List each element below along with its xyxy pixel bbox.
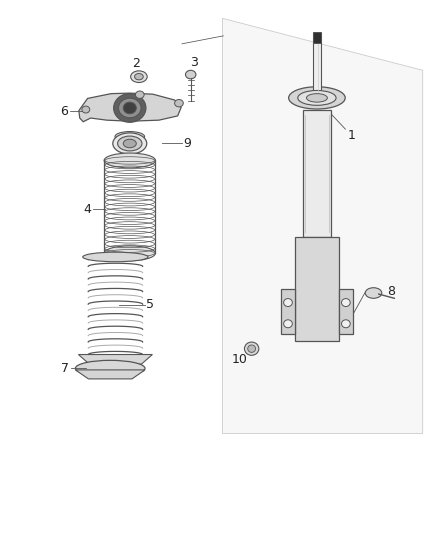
Text: 7: 7 xyxy=(61,362,69,375)
Ellipse shape xyxy=(118,98,141,118)
Ellipse shape xyxy=(134,74,143,80)
Text: 9: 9 xyxy=(183,137,191,150)
Ellipse shape xyxy=(123,139,136,148)
Ellipse shape xyxy=(123,102,136,114)
Text: 8: 8 xyxy=(387,286,395,298)
Ellipse shape xyxy=(342,320,350,328)
Ellipse shape xyxy=(114,94,146,122)
Text: 2: 2 xyxy=(132,58,140,70)
Ellipse shape xyxy=(83,252,148,262)
Text: 1: 1 xyxy=(348,128,356,141)
Ellipse shape xyxy=(131,71,147,83)
Ellipse shape xyxy=(284,320,292,328)
Polygon shape xyxy=(75,370,145,379)
Text: 5: 5 xyxy=(146,298,154,311)
Text: 4: 4 xyxy=(83,203,91,216)
Ellipse shape xyxy=(104,246,155,261)
Bar xyxy=(303,110,331,237)
Polygon shape xyxy=(78,354,152,364)
Bar xyxy=(313,33,321,97)
Ellipse shape xyxy=(248,345,255,352)
Text: 6: 6 xyxy=(60,104,68,118)
Ellipse shape xyxy=(82,106,90,113)
Bar xyxy=(281,289,295,334)
Ellipse shape xyxy=(284,298,292,306)
Ellipse shape xyxy=(289,87,345,109)
Ellipse shape xyxy=(244,342,259,356)
Ellipse shape xyxy=(298,91,336,106)
Polygon shape xyxy=(79,93,181,122)
Bar xyxy=(339,289,353,334)
Ellipse shape xyxy=(135,91,144,99)
Ellipse shape xyxy=(307,94,327,102)
Polygon shape xyxy=(223,18,423,433)
Ellipse shape xyxy=(175,100,184,107)
Text: 3: 3 xyxy=(190,56,198,69)
Bar xyxy=(313,32,321,43)
Bar xyxy=(295,237,339,341)
Ellipse shape xyxy=(342,298,350,306)
Ellipse shape xyxy=(104,153,155,168)
Text: 10: 10 xyxy=(232,353,248,366)
Ellipse shape xyxy=(117,136,142,151)
Ellipse shape xyxy=(113,133,147,154)
Ellipse shape xyxy=(115,132,145,142)
Ellipse shape xyxy=(365,288,382,298)
Ellipse shape xyxy=(185,70,196,79)
Ellipse shape xyxy=(75,360,145,376)
